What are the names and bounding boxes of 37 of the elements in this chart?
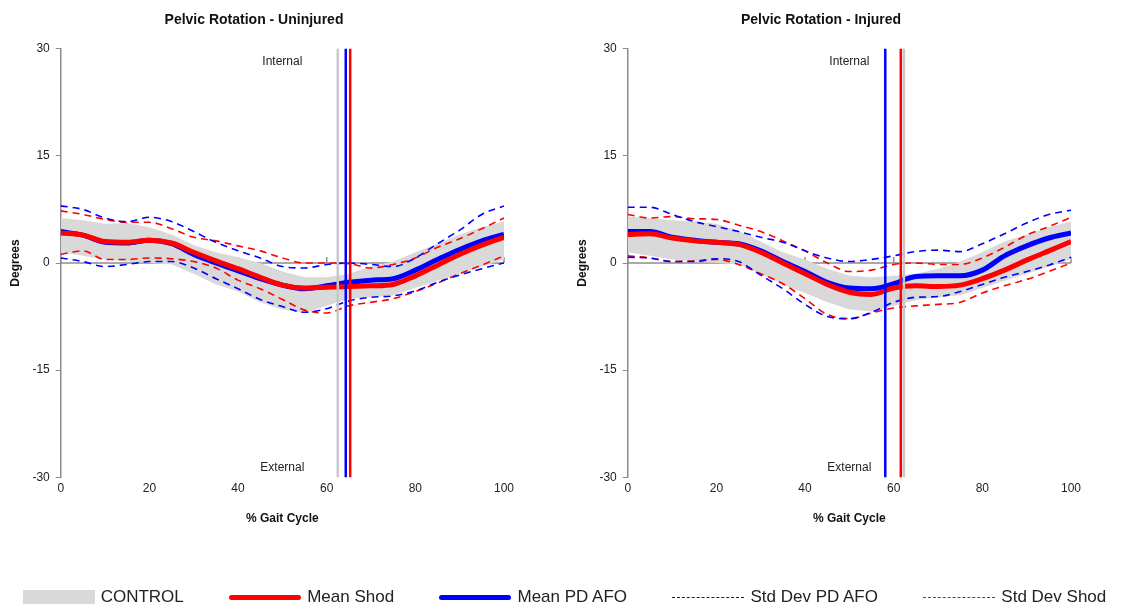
x-axis-title: % Gait Cycle (246, 511, 320, 526)
legend-label: Std Dev Shod (1001, 587, 1107, 607)
y-tick-label: 0 (43, 255, 51, 270)
legend-label: Std Dev PD AFO (750, 587, 878, 607)
legend-label: CONTROL (100, 587, 184, 607)
x-tick-label: 20 (142, 480, 157, 495)
x-tick-label: 0 (57, 480, 65, 495)
y-tick-label: -15 (32, 362, 51, 377)
legend-label: Mean Shod (307, 587, 395, 607)
annotation: External (260, 460, 305, 475)
x-tick-label: 100 (1060, 480, 1082, 495)
x-tick-label: 20 (709, 480, 724, 495)
y-tick-label: 15 (603, 148, 618, 163)
x-tick-label: 60 (887, 480, 901, 495)
x-tick-label: 40 (798, 480, 813, 495)
x-tick-label: 40 (231, 480, 246, 495)
chart-title: Pelvic Rotation - Injured (740, 11, 902, 28)
x-tick-label: 100 (493, 480, 515, 495)
y-tick-label: 30 (36, 41, 51, 56)
y-tick-label: -30 (32, 469, 51, 484)
y-axis-title: Degrees (574, 239, 589, 287)
y-tick-label: 30 (603, 41, 618, 56)
y-tick-label: 0 (610, 255, 618, 270)
chart-title: Pelvic Rotation - Uninjured (164, 11, 344, 28)
y-tick-label: 15 (36, 148, 51, 163)
annotation: Internal (262, 53, 303, 68)
y-tick-label: -30 (599, 469, 618, 484)
x-tick-label: 80 (975, 480, 990, 495)
annotation: External (827, 460, 872, 475)
annotation: Internal (829, 53, 870, 68)
x-tick-label: 0 (624, 480, 632, 495)
y-tick-label: -15 (599, 362, 618, 377)
legend-label: Mean PD AFO (517, 587, 628, 607)
x-axis-title: % Gait Cycle (813, 511, 887, 526)
x-tick-label: 80 (408, 480, 423, 495)
x-tick-label: 60 (320, 480, 334, 495)
y-axis-title: Degrees (7, 239, 22, 287)
